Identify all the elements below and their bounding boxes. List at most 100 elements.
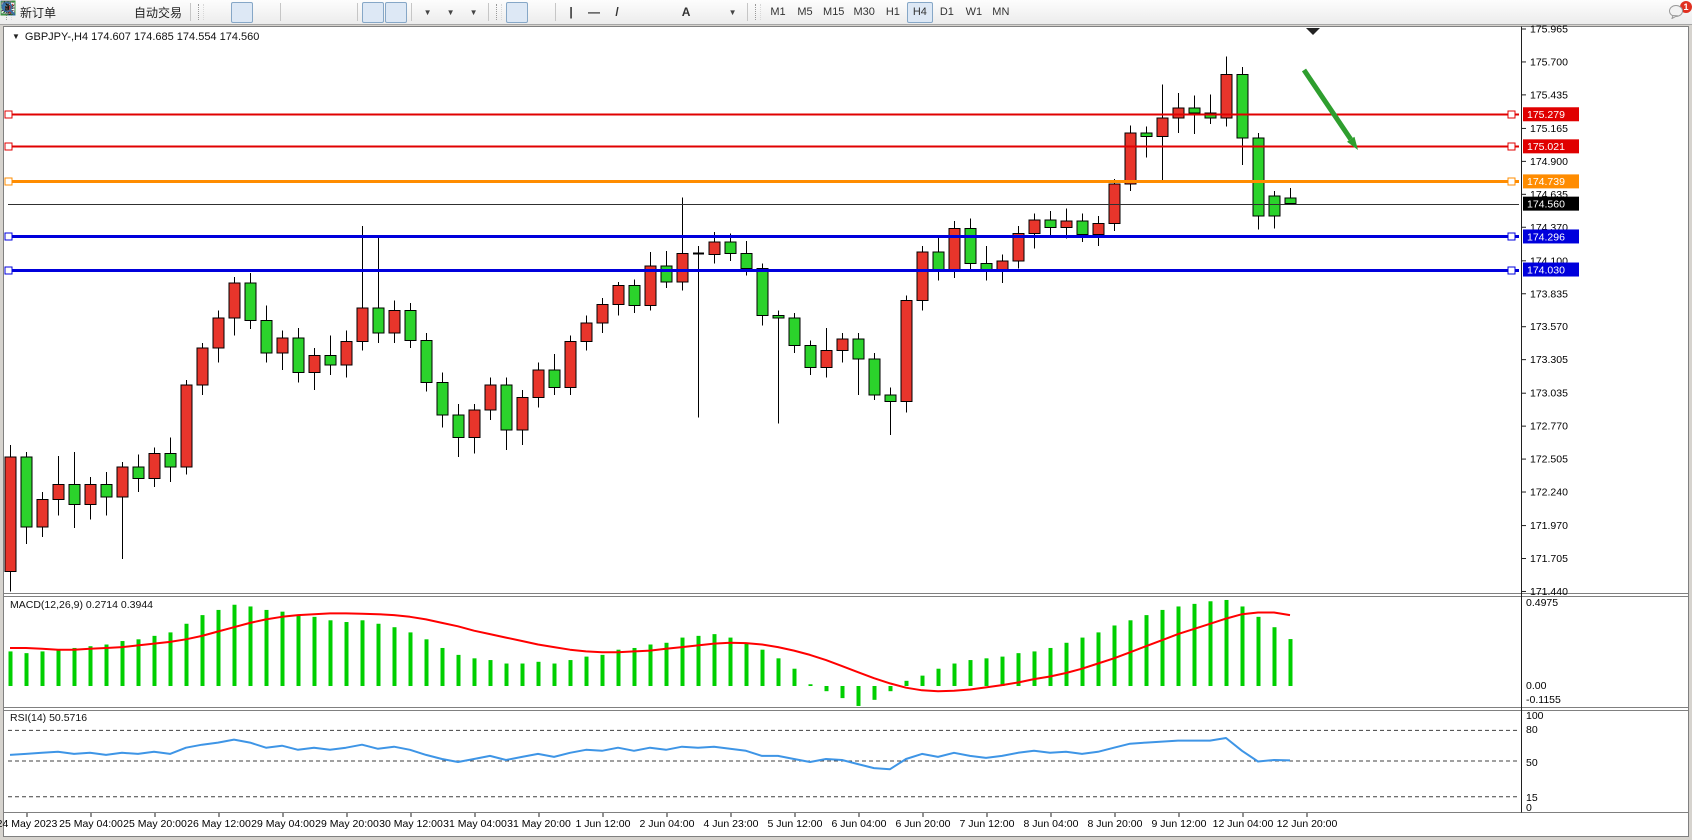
macd-histogram-bar (536, 661, 541, 686)
line-endpoint-marker[interactable] (1507, 232, 1516, 241)
candle-body (4, 456, 17, 573)
hline-icon: — (588, 5, 601, 19)
time-tick-label: 1 Jun 12:00 (576, 818, 631, 830)
time-axis[interactable]: 24 May 2023 25 May 04:00 25 May 20:00 26 Ma… (0, 813, 1338, 830)
notifications-button[interactable]: 1 (1667, 0, 1692, 23)
macd-histogram-bar (488, 660, 493, 686)
macd-signal-line (10, 611, 1291, 693)
signal-button[interactable] (1, 2, 129, 23)
rsi-scale-label: 50 (1526, 757, 1538, 769)
trendline-button[interactable]: / (606, 2, 628, 23)
timeframe-W1[interactable]: W1 (965, 6, 983, 18)
macd-histogram-bar (120, 641, 125, 686)
cursor-button[interactable] (4, 1, 529, 23)
toolbar-grip (198, 4, 205, 20)
templates-button[interactable]: ▼ (1, 0, 438, 23)
period-button[interactable]: ▼ (1, 1, 461, 23)
macd-histogram-bar (472, 658, 477, 686)
fibonacci-button[interactable]: F (2, 2, 674, 23)
candle-body (1044, 219, 1057, 228)
zoom-out-button[interactable] (1, 1, 330, 23)
line-chart-button[interactable] (1, 2, 276, 23)
timeframe-M5[interactable]: M5 (797, 6, 813, 18)
macd-histogram-bar (1032, 651, 1037, 686)
chat-balloon-icon (1669, 4, 1683, 19)
line-endpoint-marker[interactable] (1507, 110, 1516, 119)
tile-windows-button[interactable] (0, 0, 353, 23)
price-tag (1523, 229, 1579, 244)
panel-separators (4, 26, 1688, 813)
trend-arrow-head[interactable] (1346, 136, 1358, 150)
macd-scale-label: -0.1155 (1526, 694, 1561, 706)
macd-histogram-bar (664, 642, 669, 686)
macd-histogram-bar (952, 663, 957, 686)
macd-histogram-bar (888, 686, 893, 692)
candle-body (932, 251, 945, 272)
line-endpoint-marker[interactable] (4, 266, 13, 275)
macd-histogram-bar (440, 647, 445, 686)
auto-scroll-button[interactable] (4, 1, 385, 23)
hlines-layer[interactable] (4, 110, 1519, 275)
candle-body (148, 452, 161, 479)
autotrading-button[interactable]: 自动交易 (0, 1, 186, 23)
bar-chart-button[interactable] (1, 2, 230, 23)
macd-histogram-bar (376, 623, 381, 686)
candle-body (404, 310, 417, 341)
timeframe-M30[interactable]: M30 (853, 6, 875, 18)
line-endpoint-marker[interactable] (1507, 142, 1516, 151)
chart-shift-button[interactable] (3, 1, 408, 23)
new-order-button[interactable]: 新订单 (1, 0, 60, 23)
search-button[interactable] (1, 1, 1666, 23)
line-endpoint-marker[interactable] (4, 177, 13, 186)
price-axis[interactable]: 175.965175.700175.435175.165174.900174.6… (1521, 24, 1579, 598)
price-tick-label: 173.835 (1530, 288, 1568, 300)
line-endpoint-marker[interactable] (4, 232, 13, 241)
candle-body (500, 384, 513, 431)
candlestick-chart-button[interactable] (2, 1, 254, 23)
macd-histogram-bar (600, 654, 605, 686)
crosshair-button[interactable] (1, 1, 551, 23)
trend-arrow-annotation[interactable] (1301, 68, 1353, 141)
candle-body (1252, 137, 1265, 217)
chart-shift-marker[interactable] (1306, 28, 1320, 35)
timeframe-M1[interactable]: M1 (770, 6, 786, 18)
channel-button[interactable]: E (1, 1, 651, 23)
line-endpoint-marker[interactable] (1507, 266, 1516, 275)
candle-body (36, 498, 49, 528)
text-button[interactable]: A (675, 2, 697, 23)
time-tick-label: 9 Jun 12:00 (1152, 818, 1207, 830)
price-tick-label: 175.700 (1530, 56, 1568, 68)
candle-body (116, 466, 129, 498)
timeframe-D1[interactable]: D1 (939, 6, 954, 18)
macd-histogram-bar (776, 658, 781, 686)
line-endpoint-marker[interactable] (4, 142, 13, 151)
macd-histogram-bar (1272, 627, 1277, 686)
rsi-line (9, 737, 1291, 771)
trendline-icon: / (615, 5, 619, 19)
styler-button[interactable] (1, 2, 83, 23)
timeframe-H4[interactable]: H4 (906, 1, 933, 23)
text-label-button[interactable]: T (1, 2, 720, 23)
profile-button[interactable] (0, 2, 106, 23)
zoom-in-button[interactable] (1, 1, 307, 23)
line-endpoint-marker[interactable] (4, 110, 13, 119)
macd-histogram-bar (88, 646, 93, 686)
candle-body (644, 265, 657, 307)
line-endpoint-marker[interactable] (1507, 177, 1516, 186)
price-tag-label: 174.030 (1527, 264, 1565, 276)
arrows-button[interactable]: ▼ (1, 2, 743, 23)
toolbar-separator (555, 3, 557, 21)
chart-title: ▼ GBPJPY-,H4 174.607 174.685 174.554 174.… (12, 31, 259, 43)
timeframe-H1[interactable]: H1 (885, 6, 900, 18)
candle-body (164, 452, 177, 468)
candle-body (676, 252, 689, 283)
timeframe-M15[interactable]: M15 (823, 6, 845, 18)
timeframe-MN[interactable]: MN (992, 6, 1010, 18)
macd-histogram-bar (104, 644, 109, 686)
macd-histogram-bar (344, 622, 349, 686)
indicators-button[interactable]: ▼ (0, 1, 484, 23)
horizontal-line-button[interactable]: — (583, 2, 605, 23)
vertical-line-button[interactable]: | (560, 2, 582, 23)
macd-histogram-bar (904, 680, 909, 686)
